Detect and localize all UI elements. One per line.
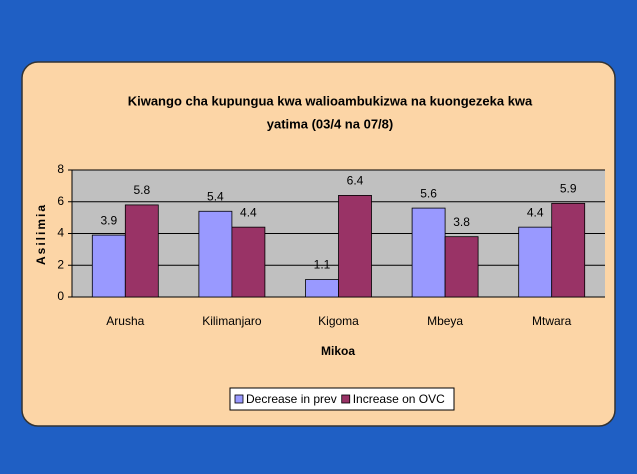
- bar: [91, 234, 126, 298]
- y-tick-label: 4: [57, 226, 64, 240]
- data-label: 5.6: [420, 186, 437, 200]
- bar: [444, 236, 479, 298]
- data-label: 1.1: [314, 258, 331, 272]
- y-tick-label: 2: [57, 257, 64, 271]
- bar: [231, 226, 266, 298]
- x-tick-label: Arusha: [106, 314, 144, 328]
- x-tick-label: Mtwara: [532, 314, 572, 328]
- x-tick-label: Kilimanjaro: [202, 314, 262, 328]
- data-label: 4.4: [527, 205, 544, 219]
- bar: [124, 204, 159, 298]
- data-label: 5.9: [560, 182, 577, 196]
- data-label: 3.9: [100, 213, 117, 227]
- data-label: 3.8: [453, 215, 470, 229]
- x-tick-label: Kigoma: [318, 314, 359, 328]
- data-label: 5.4: [207, 189, 224, 203]
- x-tick-label: Mbeya: [427, 314, 463, 328]
- y-axis-label: Asilimia: [34, 203, 48, 265]
- y-tick-label: 0: [57, 289, 64, 303]
- bar: [338, 194, 372, 298]
- bar: [198, 210, 233, 298]
- chart-title: yatima (03/4 na 07/8): [267, 116, 393, 131]
- y-tick-label: 6: [57, 194, 64, 208]
- legend-label: Increase on OVC: [353, 392, 445, 406]
- bar: [411, 207, 446, 298]
- chart-title: Kiwango cha kupungua kwa walioambukizwa …: [128, 93, 533, 108]
- data-label: 5.8: [133, 183, 150, 197]
- legend-swatch: [234, 394, 244, 404]
- bar: [518, 226, 553, 298]
- data-label: 4.4: [240, 205, 257, 219]
- bar: [551, 202, 586, 298]
- y-tick-label: 8: [57, 162, 64, 176]
- data-label: 6.4: [347, 174, 364, 188]
- legend-swatch: [341, 394, 351, 404]
- bar: [305, 279, 339, 298]
- legend-label: Decrease in prev: [246, 392, 337, 406]
- x-axis-label: Mikoa: [321, 344, 355, 358]
